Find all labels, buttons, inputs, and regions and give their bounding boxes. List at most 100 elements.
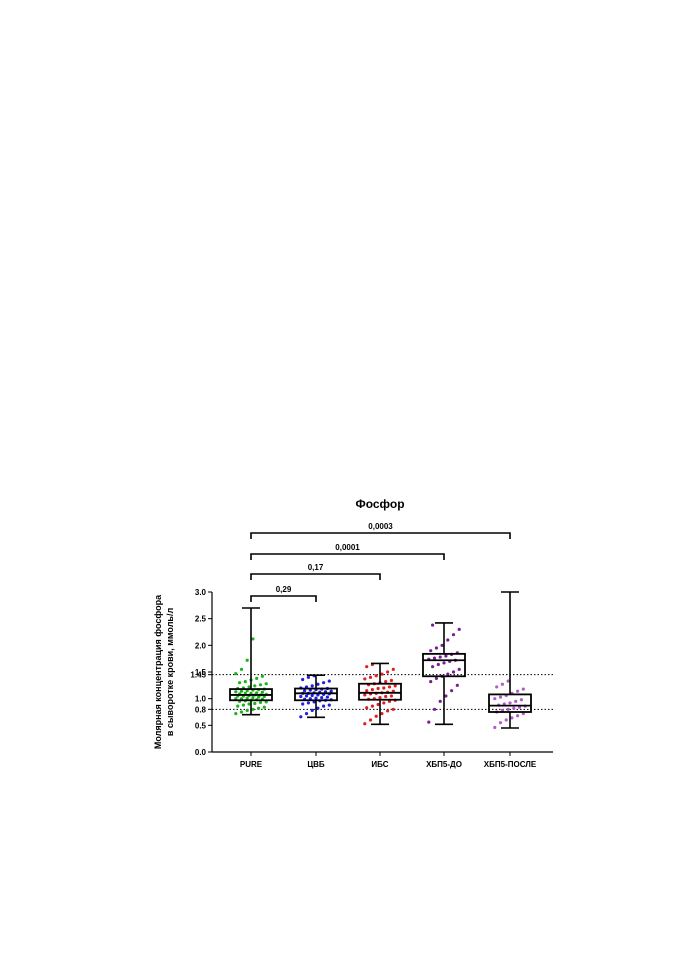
data-point [301, 702, 305, 706]
data-point [450, 689, 454, 693]
data-point [436, 662, 440, 667]
data-point [510, 716, 514, 720]
data-point [446, 638, 450, 642]
data-point [368, 675, 373, 679]
data-point [427, 720, 431, 724]
data-point [455, 683, 459, 687]
data-point [380, 672, 384, 676]
comparison-bracket [250, 553, 445, 560]
data-point [322, 704, 326, 708]
comparison-p-value: 0,29 [276, 585, 292, 594]
data-point [370, 688, 374, 692]
data-point [451, 633, 456, 637]
y-tick-label: 2.5 [195, 615, 207, 624]
box-iqr [422, 652, 466, 678]
data-point [236, 704, 240, 708]
data-point [304, 694, 309, 698]
comparison-p-value: 0,0003 [368, 522, 393, 531]
data-point [440, 643, 444, 647]
data-point [262, 705, 266, 709]
data-point [325, 695, 329, 699]
comparison-bracket [250, 595, 317, 602]
comparison-p-value: 0,0001 [335, 543, 360, 552]
data-point [316, 706, 320, 710]
data-point [457, 627, 461, 631]
data-point [519, 698, 524, 702]
data-point [327, 679, 331, 683]
data-point [378, 696, 382, 700]
data-point [391, 707, 395, 711]
data-point [512, 706, 516, 710]
data-point [493, 725, 497, 730]
data-point [438, 699, 442, 703]
data-point [363, 693, 367, 697]
data-point [432, 707, 437, 711]
data-point [387, 685, 392, 689]
data-point [393, 684, 397, 688]
data-point [257, 695, 261, 699]
y-tick-label: 3.0 [195, 588, 207, 597]
comparison-bracket [250, 573, 381, 580]
data-point [386, 670, 390, 674]
data-point [243, 680, 247, 684]
data-point [500, 682, 504, 686]
data-point [382, 686, 386, 690]
chart-title: Фосфор [355, 497, 404, 511]
data-point [234, 712, 238, 716]
data-point [306, 675, 310, 679]
data-point [255, 691, 259, 695]
data-point [516, 714, 520, 718]
category-label: ХБП5-ПОСЛЕ [484, 760, 537, 769]
y-tick-label: 0.8 [195, 705, 207, 714]
box-iqr [294, 687, 338, 702]
data-point [434, 646, 438, 650]
data-point [310, 708, 314, 713]
data-point [258, 683, 263, 687]
data-point [238, 681, 242, 685]
data-point [514, 699, 518, 703]
box-iqr [488, 693, 532, 713]
data-point [368, 718, 373, 722]
data-point [389, 694, 393, 698]
data-point [253, 684, 257, 688]
data-point [498, 695, 503, 699]
data-point [329, 689, 333, 693]
data-point [257, 706, 261, 710]
data-point [498, 721, 503, 725]
data-point [327, 703, 331, 707]
data-point [432, 656, 437, 660]
data-point [245, 708, 249, 713]
data-point [314, 696, 318, 700]
data-point [508, 701, 512, 705]
category-label: ХБП5-ДО [426, 760, 462, 769]
data-point [299, 715, 303, 719]
data-point [247, 702, 251, 706]
box-iqr [358, 682, 402, 701]
data-point [431, 623, 435, 627]
comparison-p-value: 0,17 [308, 563, 324, 572]
data-point [380, 712, 384, 716]
data-point [446, 672, 450, 676]
y-tick-label: 0.0 [195, 748, 207, 757]
data-point [374, 714, 378, 718]
data-point [504, 718, 508, 722]
data-point [253, 701, 257, 706]
data-point [251, 637, 255, 641]
data-point [365, 706, 369, 710]
data-point [444, 694, 448, 698]
data-point [320, 696, 324, 700]
category-label: ЦВБ [307, 760, 325, 769]
data-point [382, 701, 386, 705]
data-point [493, 697, 497, 701]
comparison-bracket [250, 532, 511, 539]
y-tick-label: 2.0 [195, 641, 207, 650]
data-point [374, 674, 378, 678]
data-point [384, 680, 388, 684]
data-point [303, 689, 307, 693]
data-point [363, 677, 367, 681]
data-point [245, 696, 249, 700]
y-tick-label: 1.5 [195, 668, 207, 677]
data-point [376, 686, 380, 691]
